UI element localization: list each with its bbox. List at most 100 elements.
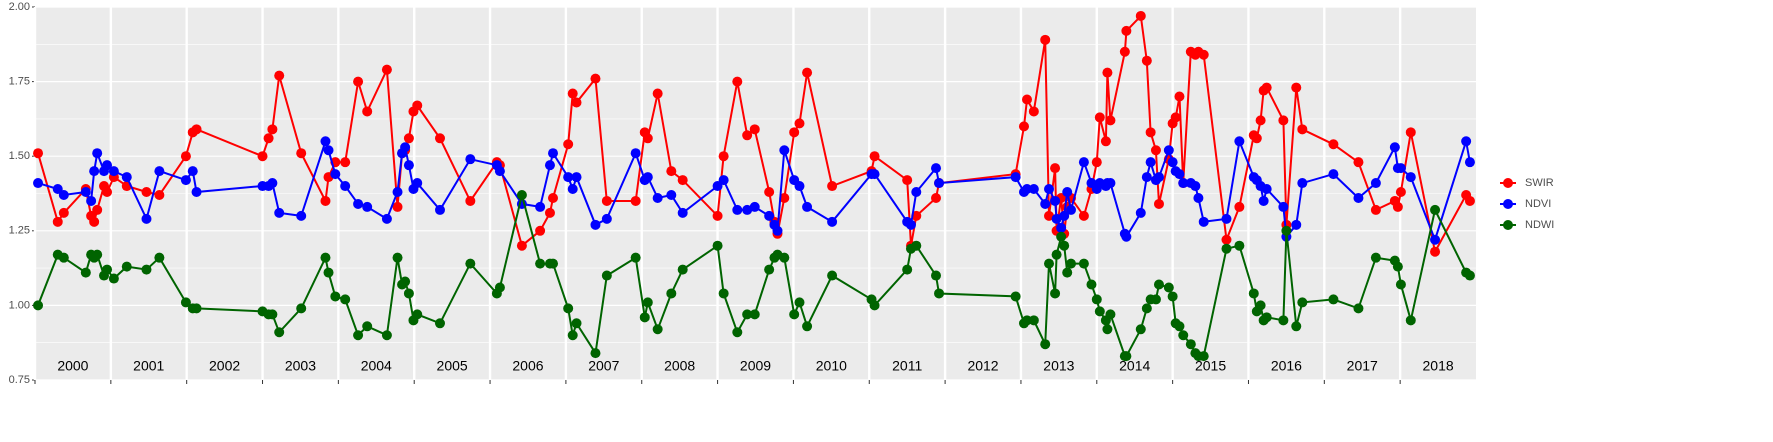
point bbox=[1150, 294, 1161, 305]
point bbox=[1353, 157, 1364, 168]
point bbox=[330, 169, 341, 180]
legend-label: SWIR bbox=[1525, 177, 1554, 189]
point bbox=[779, 145, 790, 156]
point bbox=[412, 178, 423, 189]
point bbox=[1121, 231, 1132, 242]
x-tick-label: 2016 bbox=[1271, 358, 1302, 374]
point bbox=[1174, 91, 1185, 102]
point bbox=[392, 187, 403, 198]
point bbox=[802, 321, 813, 332]
point bbox=[563, 303, 574, 314]
point bbox=[1105, 115, 1116, 126]
point bbox=[296, 148, 307, 159]
point bbox=[718, 288, 729, 299]
point bbox=[1198, 49, 1209, 60]
point bbox=[567, 88, 578, 99]
point bbox=[353, 198, 364, 209]
point bbox=[1051, 213, 1062, 224]
point bbox=[1040, 339, 1051, 350]
point bbox=[1234, 136, 1245, 147]
point bbox=[1291, 219, 1302, 230]
point bbox=[516, 189, 527, 200]
point bbox=[141, 264, 152, 275]
point bbox=[274, 207, 285, 218]
point bbox=[794, 118, 805, 129]
point bbox=[666, 166, 677, 177]
point bbox=[400, 276, 411, 287]
point bbox=[52, 216, 63, 227]
point bbox=[180, 175, 191, 186]
point bbox=[1094, 112, 1105, 123]
point bbox=[392, 252, 403, 263]
point bbox=[1102, 324, 1113, 335]
point bbox=[1430, 234, 1441, 245]
point bbox=[1135, 324, 1146, 335]
point bbox=[911, 187, 922, 198]
point bbox=[1261, 184, 1272, 195]
point bbox=[1059, 240, 1070, 251]
point bbox=[392, 201, 403, 212]
point bbox=[1121, 351, 1132, 362]
point bbox=[1464, 270, 1475, 281]
point bbox=[601, 195, 612, 206]
point bbox=[742, 309, 753, 320]
point bbox=[1405, 127, 1416, 138]
point bbox=[1018, 121, 1029, 132]
point bbox=[1094, 306, 1105, 317]
legend-label: NDWI bbox=[1525, 219, 1554, 231]
point bbox=[1119, 46, 1130, 57]
point bbox=[58, 207, 69, 218]
point bbox=[1198, 351, 1209, 362]
point bbox=[1370, 178, 1381, 189]
x-tick-label: 2013 bbox=[1043, 358, 1074, 374]
legend-key bbox=[1503, 178, 1513, 188]
point bbox=[434, 204, 445, 215]
point bbox=[80, 187, 91, 198]
point bbox=[1044, 184, 1055, 195]
point bbox=[465, 258, 476, 269]
point bbox=[1193, 192, 1204, 203]
point bbox=[1392, 261, 1403, 272]
point bbox=[1022, 94, 1033, 105]
point bbox=[1389, 142, 1400, 153]
point bbox=[1430, 246, 1441, 257]
point bbox=[1153, 172, 1164, 183]
point bbox=[1174, 169, 1185, 180]
point bbox=[187, 166, 198, 177]
point bbox=[666, 288, 677, 299]
point bbox=[86, 195, 97, 206]
point bbox=[571, 97, 582, 108]
point bbox=[1091, 294, 1102, 305]
point bbox=[712, 210, 723, 221]
point bbox=[1198, 216, 1209, 227]
point bbox=[1464, 157, 1475, 168]
point bbox=[403, 133, 414, 144]
point bbox=[1028, 184, 1039, 195]
point bbox=[934, 178, 945, 189]
point bbox=[544, 207, 555, 218]
point bbox=[92, 148, 103, 159]
point bbox=[381, 213, 392, 224]
point bbox=[257, 151, 268, 162]
legend-key bbox=[1503, 199, 1513, 209]
point bbox=[931, 270, 942, 281]
point bbox=[666, 189, 677, 200]
point bbox=[1050, 163, 1061, 174]
point bbox=[362, 201, 373, 212]
point bbox=[92, 204, 103, 215]
point bbox=[642, 297, 653, 308]
point bbox=[191, 303, 202, 314]
point bbox=[274, 327, 285, 338]
point bbox=[1297, 124, 1308, 135]
point bbox=[931, 192, 942, 203]
point bbox=[934, 288, 945, 299]
point bbox=[1163, 145, 1174, 156]
point bbox=[296, 210, 307, 221]
point bbox=[267, 124, 278, 135]
point bbox=[677, 207, 688, 218]
point bbox=[1050, 288, 1061, 299]
point bbox=[742, 204, 753, 215]
point bbox=[1174, 321, 1185, 332]
point bbox=[764, 264, 775, 275]
point bbox=[154, 252, 165, 263]
